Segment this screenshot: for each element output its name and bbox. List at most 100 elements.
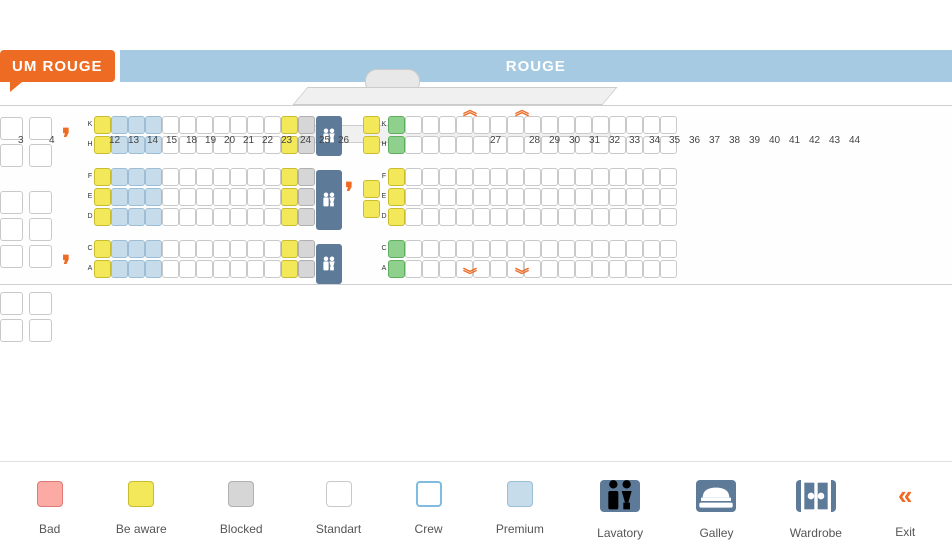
seat[interactable] <box>0 245 23 268</box>
seat[interactable] <box>281 116 298 134</box>
seat[interactable] <box>592 240 609 258</box>
seat[interactable] <box>196 208 213 226</box>
seat[interactable] <box>643 116 660 134</box>
seat[interactable] <box>230 168 247 186</box>
seat[interactable] <box>524 168 541 186</box>
seat[interactable] <box>145 188 162 206</box>
seat[interactable] <box>179 240 196 258</box>
seat[interactable] <box>524 240 541 258</box>
seat[interactable] <box>213 188 230 206</box>
seat[interactable] <box>405 188 422 206</box>
seat[interactable] <box>264 116 281 134</box>
seat[interactable] <box>439 168 456 186</box>
seat[interactable] <box>230 208 247 226</box>
seat[interactable] <box>363 200 380 218</box>
seat[interactable] <box>281 188 298 206</box>
seat[interactable] <box>162 240 179 258</box>
seat[interactable] <box>94 168 111 186</box>
seat[interactable] <box>145 116 162 134</box>
seat[interactable] <box>94 240 111 258</box>
seat[interactable] <box>111 168 128 186</box>
seat[interactable] <box>128 188 145 206</box>
seat[interactable] <box>388 260 405 278</box>
seat[interactable] <box>230 188 247 206</box>
seat[interactable] <box>247 240 264 258</box>
seat[interactable] <box>558 168 575 186</box>
seat[interactable] <box>558 116 575 134</box>
seat[interactable] <box>405 116 422 134</box>
seat[interactable] <box>298 116 315 134</box>
seat[interactable] <box>422 260 439 278</box>
seat[interactable] <box>609 260 626 278</box>
seat[interactable] <box>541 116 558 134</box>
seat[interactable] <box>473 208 490 226</box>
seat[interactable] <box>162 260 179 278</box>
seat[interactable] <box>388 116 405 134</box>
seat[interactable] <box>111 116 128 134</box>
seat[interactable] <box>592 208 609 226</box>
seat[interactable] <box>439 208 456 226</box>
seat[interactable] <box>128 240 145 258</box>
seat[interactable] <box>507 208 524 226</box>
seat[interactable] <box>247 116 264 134</box>
seat[interactable] <box>626 208 643 226</box>
seat[interactable] <box>213 116 230 134</box>
seat[interactable] <box>609 188 626 206</box>
seat[interactable] <box>264 208 281 226</box>
seat[interactable] <box>626 260 643 278</box>
seat[interactable] <box>388 208 405 226</box>
seat[interactable] <box>145 260 162 278</box>
seat[interactable] <box>575 168 592 186</box>
seat[interactable] <box>264 240 281 258</box>
seat[interactable] <box>558 260 575 278</box>
seat[interactable] <box>660 116 677 134</box>
seat[interactable] <box>643 208 660 226</box>
seat[interactable] <box>196 260 213 278</box>
seat[interactable] <box>111 188 128 206</box>
seat[interactable] <box>541 260 558 278</box>
seat[interactable] <box>94 116 111 134</box>
seat[interactable] <box>507 168 524 186</box>
seat[interactable] <box>162 116 179 134</box>
seat[interactable] <box>643 260 660 278</box>
seat[interactable] <box>575 208 592 226</box>
seat[interactable] <box>575 116 592 134</box>
seat[interactable] <box>490 240 507 258</box>
seat[interactable] <box>0 191 23 214</box>
seat[interactable] <box>179 260 196 278</box>
seat[interactable] <box>592 168 609 186</box>
seat[interactable] <box>422 188 439 206</box>
seat[interactable] <box>660 260 677 278</box>
seat[interactable] <box>558 240 575 258</box>
seat[interactable] <box>162 168 179 186</box>
seat[interactable] <box>473 168 490 186</box>
seat[interactable] <box>128 260 145 278</box>
seat[interactable] <box>128 168 145 186</box>
seat[interactable] <box>162 208 179 226</box>
seat[interactable] <box>29 245 52 268</box>
seat[interactable] <box>405 208 422 226</box>
seat[interactable] <box>456 188 473 206</box>
seat[interactable] <box>29 319 52 342</box>
seat[interactable] <box>94 188 111 206</box>
seat[interactable] <box>456 168 473 186</box>
seat[interactable] <box>29 292 52 315</box>
seat[interactable] <box>0 218 23 241</box>
seat[interactable] <box>660 168 677 186</box>
seat[interactable] <box>490 168 507 186</box>
seat[interactable] <box>592 188 609 206</box>
seat[interactable] <box>247 188 264 206</box>
seat[interactable] <box>643 240 660 258</box>
seat[interactable] <box>230 240 247 258</box>
seat[interactable] <box>660 240 677 258</box>
seat[interactable] <box>507 240 524 258</box>
seat[interactable] <box>179 208 196 226</box>
seat[interactable] <box>439 240 456 258</box>
seat[interactable] <box>643 168 660 186</box>
seat[interactable] <box>575 240 592 258</box>
seat[interactable] <box>609 208 626 226</box>
seat[interactable] <box>660 208 677 226</box>
seat[interactable] <box>29 191 52 214</box>
seat[interactable] <box>456 208 473 226</box>
seat[interactable] <box>609 240 626 258</box>
